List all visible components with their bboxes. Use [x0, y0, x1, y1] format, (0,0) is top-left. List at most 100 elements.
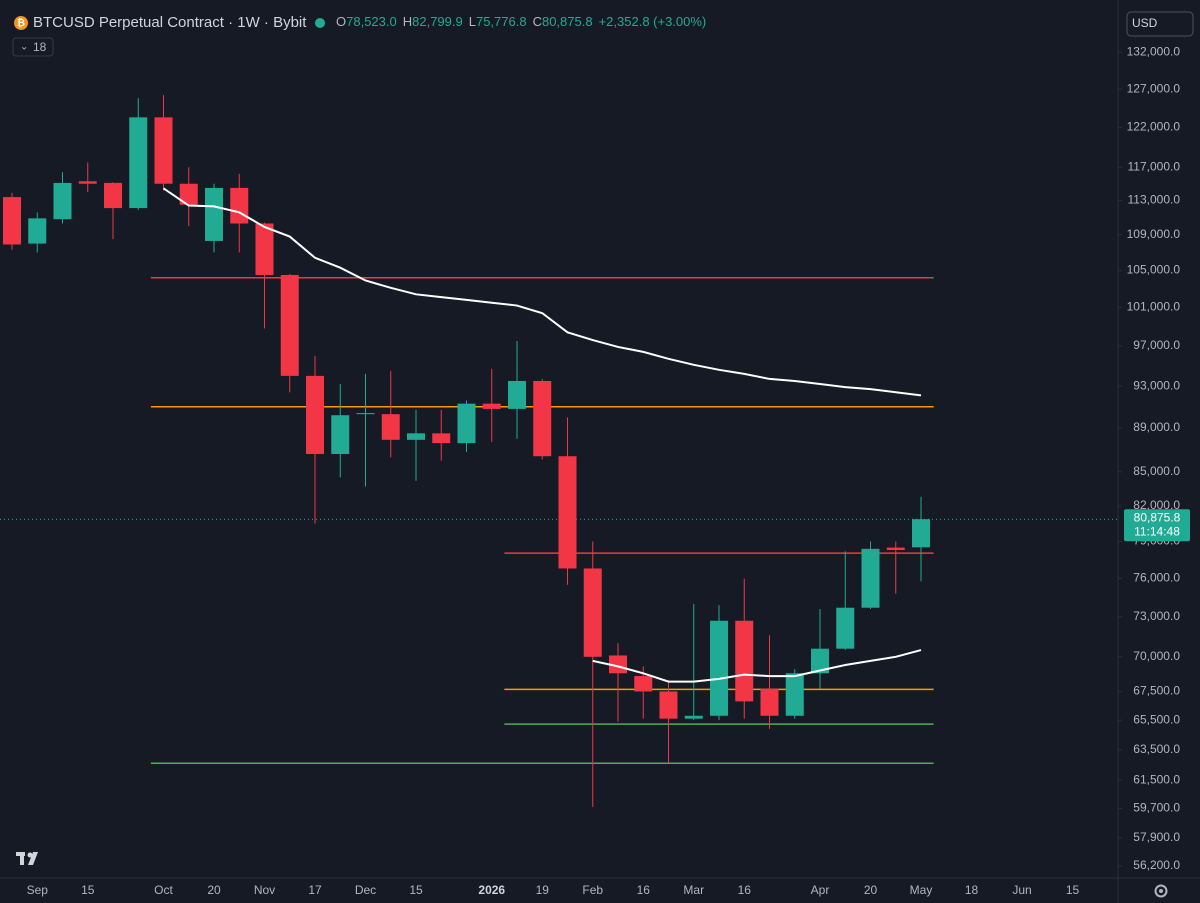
x-tick-label: Apr	[811, 883, 830, 897]
symbol-icon	[14, 16, 28, 30]
legend-value: 78,523.0	[346, 14, 397, 29]
x-tick-label: 16	[738, 883, 752, 897]
y-tick-label: 117,000.0	[1128, 159, 1181, 173]
candle-body	[432, 433, 451, 444]
y-tick-label: 132,000.0	[1127, 45, 1181, 59]
symbol-icon-glyph: ₿	[17, 17, 25, 29]
y-tick-label: 93,000.0	[1133, 378, 1180, 392]
candle-body	[861, 548, 880, 608]
x-tick-label: Feb	[582, 883, 603, 897]
candle-body	[558, 456, 577, 569]
y-tick-label: 56,200.0	[1133, 858, 1180, 872]
candle-body	[381, 414, 400, 440]
y-tick-label: 57,900.0	[1133, 830, 1180, 844]
x-tick-label: Mar	[683, 883, 704, 897]
candle-body	[255, 223, 274, 275]
candle-body	[785, 673, 804, 716]
last-price-box	[1124, 509, 1190, 542]
last-price-label: 80,875.8	[1134, 510, 1181, 524]
x-tick-label: Sep	[27, 883, 49, 897]
candle-body	[407, 433, 425, 440]
candle-body	[583, 568, 602, 657]
legend-value: 82,799.9	[412, 14, 463, 29]
y-tick-label: 127,000.0	[1127, 81, 1181, 95]
y-tick-label: 89,000.0	[1133, 420, 1180, 434]
currency: USD	[1132, 16, 1158, 30]
candle-body	[684, 715, 703, 719]
candle-body	[129, 117, 148, 209]
candle-body	[154, 117, 173, 184]
chevron: ⌄	[20, 42, 28, 53]
x-tick-label: 20	[864, 883, 878, 897]
candle-body	[28, 218, 47, 244]
candle-body	[356, 413, 375, 415]
candle-body	[912, 519, 930, 548]
x-tick-label: 17	[308, 883, 322, 897]
chart-title[interactable]: BTCUSD Perpetual Contract · 1W · Bybit	[33, 14, 307, 31]
candle-body	[760, 688, 779, 716]
x-tick-label: May	[910, 883, 933, 897]
y-tick-label: 85,000.0	[1133, 464, 1180, 478]
y-tick-label: 82,000.0	[1133, 498, 1180, 512]
x-tick-label: 15	[1066, 883, 1080, 897]
y-tick-label: 65,500.0	[1133, 712, 1180, 726]
candle-body	[533, 380, 552, 457]
candle-body	[609, 655, 627, 674]
x-tick-label: 15	[81, 883, 95, 897]
candle-body	[104, 182, 122, 209]
legend-key: C	[533, 14, 542, 29]
currency-selector[interactable]	[1126, 11, 1194, 37]
y-tick-label: 61,500.0	[1133, 772, 1180, 786]
y-tick-label: 101,000.0	[1127, 300, 1181, 314]
candle-body	[331, 415, 350, 455]
countdown: 11:14:48	[1134, 524, 1180, 538]
status-dot	[315, 18, 325, 28]
settings-icon[interactable]	[1154, 884, 1168, 898]
y-tick-label: 109,000.0	[1127, 227, 1181, 241]
legend-key: O	[336, 14, 346, 29]
ma-line	[592, 649, 922, 683]
candle-body	[205, 187, 223, 241]
candle-body	[634, 676, 653, 692]
candle-body	[78, 181, 97, 184]
candle-body	[659, 691, 678, 719]
candle-body	[280, 274, 299, 376]
legend-key: H	[403, 14, 412, 29]
x-tick-label: Dec	[355, 883, 376, 897]
legend-value: 75,776.8	[476, 14, 527, 29]
y-tick-label: 73,000.0	[1133, 609, 1180, 623]
candle-body	[811, 648, 829, 674]
candle-body	[886, 547, 905, 551]
indicator-count: 18	[33, 40, 47, 54]
ma-line	[162, 187, 922, 397]
y-tick-label: 113,000.0	[1128, 193, 1181, 207]
y-tick-label: 97,000.0	[1133, 338, 1180, 352]
indicators-toggle[interactable]	[12, 37, 54, 57]
x-tick-label: 19	[536, 883, 550, 897]
y-tick-label: 63,500.0	[1133, 742, 1180, 756]
y-tick-label: 59,700.0	[1133, 801, 1180, 815]
x-tick-label: Oct	[154, 883, 173, 897]
y-tick-label: 67,500.0	[1133, 684, 1180, 698]
candle-body	[508, 380, 526, 409]
y-tick-label: 122,000.0	[1127, 120, 1181, 134]
legend-value: 80,875.8	[542, 14, 593, 29]
legend-key: L	[469, 14, 476, 29]
candle-body	[179, 183, 198, 205]
x-tick-label: Nov	[254, 883, 275, 897]
candle-body	[457, 403, 476, 444]
x-tick-label: 15	[409, 883, 423, 897]
candle-body	[230, 187, 249, 224]
tv-logo	[16, 852, 38, 865]
ohlc-legend: O78,523.0 H82,799.9 L75,776.8 C80,875.8 +2,3…	[336, 14, 706, 29]
candle-body	[735, 620, 754, 702]
y-tick-label: 70,000.0	[1133, 649, 1180, 663]
candle-body	[306, 375, 324, 455]
candle-body	[710, 620, 728, 716]
x-tick-label: 2026	[478, 883, 505, 897]
x-tick-label: 16	[637, 883, 651, 897]
candle-body	[3, 197, 21, 245]
x-tick-label: Jun	[1012, 883, 1031, 897]
